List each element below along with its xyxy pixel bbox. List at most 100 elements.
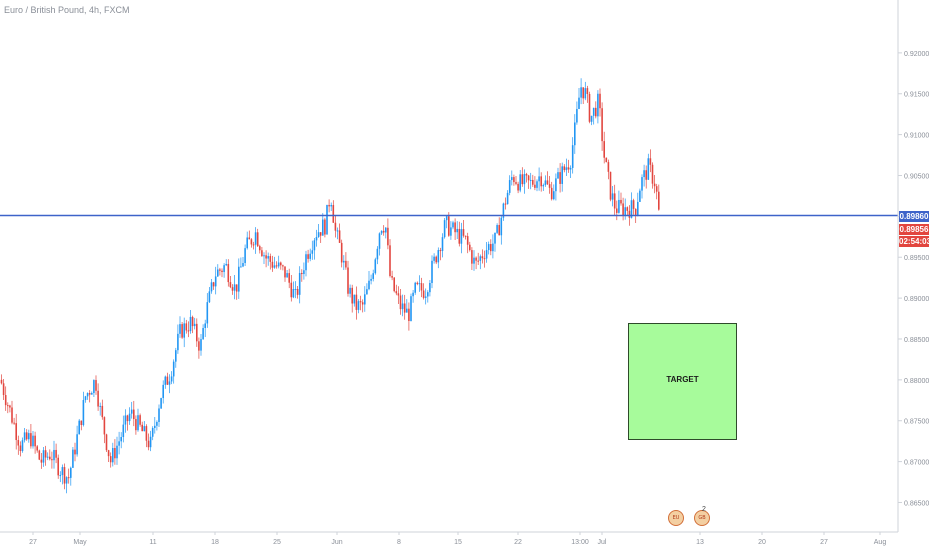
candle-body [592,107,595,116]
price-axis[interactable]: 0.86500 0.87000 0.87500 0.88000 0.88500 0.890… [898,51,929,508]
candle-body [364,294,366,305]
candle-body [382,230,385,233]
target-zone[interactable]: TARGET [628,323,737,440]
time-axis[interactable]: 27 May 11 18 25 Jun 8 15 22 13:00 Jul 13 20 27 Aug [29,532,886,546]
candle-body [458,228,461,244]
candle-body [240,266,242,268]
candle-body [370,278,372,281]
candle-body [233,284,236,291]
candle-body [357,301,360,310]
candle-body [223,265,225,273]
candle-body [559,172,561,184]
candle-body [265,255,267,259]
candle-body [118,441,120,446]
candle-body [613,193,616,209]
candle-body [204,323,206,328]
candle-body [582,87,584,99]
candle-body [36,446,38,451]
candle-body [548,184,551,188]
candle-body [595,107,597,117]
candle-body [435,256,437,263]
candle-body [393,277,395,292]
x-tick-label: 13 [696,539,704,546]
candle-body [401,303,404,310]
candle-body [151,427,154,437]
candle-body [160,398,162,409]
candle-body [389,245,391,277]
candle-body [11,407,13,423]
candle-body [336,230,339,232]
candle-body [536,181,538,188]
candle-body [542,184,545,187]
candle-body [557,172,559,179]
x-tick-label: 8 [397,539,401,546]
candle-body [296,288,299,295]
candle-body [563,166,566,171]
candle-body [196,323,198,342]
candle-body [88,393,91,395]
candle-body [607,162,610,172]
candle-body [162,384,164,399]
candle-body [84,396,87,401]
candle-body [91,393,93,395]
candle-body [555,178,557,192]
candle-body [361,302,364,305]
candle-body [149,436,152,448]
candle-body [179,324,181,334]
candle-body [175,350,177,362]
candle-body [147,440,150,448]
x-tick-label: 11 [149,539,156,546]
candle-body [315,236,318,241]
candle-body [427,292,429,297]
candle-body [416,282,419,285]
candle-body [651,164,654,184]
candle-body [248,237,251,240]
y-tick-label: 0.89000 [904,296,929,303]
candle-body [437,250,440,263]
candle-body [466,236,469,245]
candle-body [338,230,341,243]
candle-body [34,435,36,447]
x-tick-label: 13:00 [571,539,589,546]
x-tick-label: 15 [454,539,462,546]
candle-body [473,257,475,264]
candle-body [273,265,276,268]
candle-body [200,339,202,351]
candle-body [456,228,458,233]
candle-body [290,282,293,298]
candle-body [229,282,232,288]
candle-body [515,182,517,184]
candle-body [250,239,253,245]
candle-body [269,256,272,262]
candle-body [28,433,30,440]
candle-body [120,437,122,442]
candle-body [311,250,314,254]
horizontal-line-price-tag: 0.89860 [899,211,929,222]
candle-body [107,450,110,457]
candle-body [112,447,114,463]
candle-body [477,260,479,262]
candle-body [385,227,387,233]
candle-body [569,167,572,170]
candle-body [227,263,230,283]
economic-event-icon[interactable]: EU [668,510,684,526]
candle-body [349,287,351,294]
candle-body [76,434,78,455]
candle-body [637,201,639,215]
candle-body [374,259,377,274]
candle-body [235,284,238,292]
candle-body [368,280,370,290]
candle-body [553,191,555,200]
candle-body [193,323,196,327]
candle-body [166,376,169,385]
candle-body [202,327,204,340]
candle-body [655,186,658,192]
economic-event-icon[interactable]: GB [694,510,710,526]
candle-body [105,434,108,451]
candle-body [378,233,381,249]
candle-body [238,266,240,292]
candle-body [353,294,356,304]
candle-body [156,422,158,426]
candle-body [525,174,528,176]
